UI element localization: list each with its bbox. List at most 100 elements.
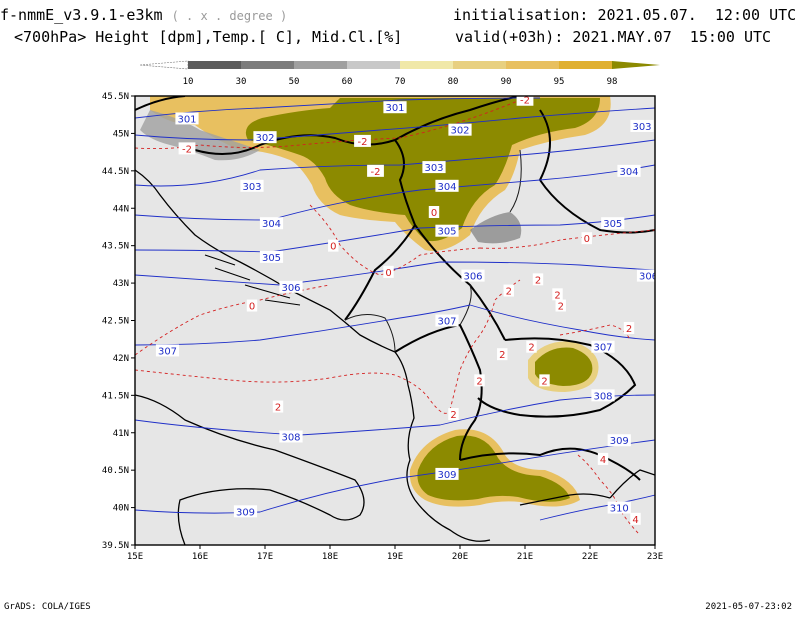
temperature-contour — [135, 369, 451, 414]
temperature-contour-label: -2 — [520, 96, 530, 107]
y-axis: 45.5N 45N 44.5N 44N 43.5N 43N 42.5N 42N 41.5N 41N… — [102, 92, 135, 551]
colorbar-label: 95 — [554, 77, 565, 87]
y-tick-label: 43.5N — [102, 242, 129, 252]
valid-value: 2021.MAY.07 15:00 UTC — [572, 28, 772, 46]
cloud-colorbar: 10 30 50 60 70 80 90 95 98 — [140, 60, 660, 87]
y-tick-label: 45N — [113, 129, 129, 139]
height-label-bg — [617, 164, 641, 177]
model-title: f-nmmE_v3.9.1-e3km ( . x . degree ) — [0, 6, 287, 25]
border-serbia-south — [414, 224, 506, 341]
height-contour-label: 304 — [262, 219, 281, 230]
y-tick-label: 41.5N — [102, 391, 129, 401]
temp-label-bg — [503, 284, 514, 297]
border-montenegro — [344, 314, 396, 353]
init-label: initialisation: — [453, 6, 589, 24]
height-label-bg — [240, 179, 264, 192]
temp-label-bg — [474, 374, 485, 387]
height-contour — [135, 304, 655, 346]
x-tick-label: 23E — [647, 552, 663, 562]
country-borders-thin — [344, 149, 522, 353]
temp-label-bg — [428, 205, 440, 218]
x-tick-label: 20E — [452, 552, 468, 562]
colorbar-swatch — [188, 61, 241, 69]
border-greece-north — [459, 447, 641, 481]
colorbar-label: 30 — [236, 77, 247, 87]
temperature-contour — [309, 204, 481, 276]
grads-credit: GrADS: COLA/IGES — [4, 602, 91, 612]
height-contour-label: 309 — [610, 436, 629, 447]
height-contour-label: 307 — [158, 346, 177, 357]
init-time: initialisation: 2021.05.07. 12:00 UTC — [453, 6, 796, 24]
temperature-contour-label: 2 — [450, 410, 456, 421]
temp-label-bg — [630, 512, 641, 525]
border-kosovo — [459, 284, 472, 326]
italy-adriatic-coast — [135, 394, 365, 545]
temp-label-bg — [383, 265, 394, 278]
height-label-bg — [435, 467, 459, 480]
height-label-bg — [279, 430, 303, 443]
temperature-contour-label: 4 — [600, 455, 606, 466]
temperature-contour-label: 0 — [249, 302, 255, 313]
model-name: f-nmmE_v3.9.1-e3km — [0, 6, 163, 24]
height-label-bg — [233, 505, 258, 518]
height-contour-label: 309 — [236, 507, 255, 518]
temperature-contour-label: 2 — [541, 376, 547, 387]
height-contour-label: 307 — [437, 317, 456, 328]
height-contour — [135, 97, 541, 119]
height-label-bg — [435, 314, 459, 327]
y-tick-label: 44N — [113, 204, 129, 214]
colorbar-label: 60 — [342, 77, 353, 87]
y-tick-label: 40.5N — [102, 466, 129, 476]
colorbar-label: 90 — [501, 77, 512, 87]
height-contour-label: 302 — [450, 126, 469, 137]
x-tick-label: 22E — [582, 552, 598, 562]
temp-label-bg — [623, 321, 635, 334]
colorbar-swatch — [506, 61, 559, 69]
unit-hint: ( . x . degree ) — [171, 9, 288, 23]
colorbar-swatch — [400, 61, 453, 69]
x-tick-label: 18E — [322, 552, 338, 562]
temperature-contour-label: 0 — [431, 208, 437, 219]
colorbar-label: 80 — [448, 77, 459, 87]
colorbar-label: 98 — [607, 77, 618, 87]
temp-label-bg — [597, 452, 609, 465]
height-label-bg — [435, 179, 459, 192]
temperature-contour-label: 2 — [626, 324, 632, 335]
temp-label-bg — [552, 288, 563, 301]
colorbar-swatch — [453, 61, 506, 69]
height-contour-label: 308 — [281, 432, 300, 443]
border-macedonia — [477, 337, 637, 418]
height-contour — [135, 394, 655, 436]
height-contour — [135, 164, 655, 221]
height-contour-label: 309 — [437, 470, 456, 481]
height-label-bg — [636, 269, 655, 282]
height-label-bg — [461, 269, 485, 282]
height-contour-label: 306 — [281, 283, 300, 294]
temperature-contour-label: 2 — [476, 376, 482, 387]
temperature-contour-label: 0 — [584, 234, 590, 245]
temp-label-bg — [246, 299, 258, 312]
island-2 — [214, 267, 251, 281]
height-contour — [135, 107, 655, 141]
temp-label-bg — [532, 273, 544, 286]
temperature-contour-label: 2 — [506, 287, 512, 298]
valid-label: valid(+03h): — [455, 28, 564, 46]
height-contour-label: 308 — [593, 391, 612, 402]
cloud-patch-south-core — [417, 435, 570, 502]
colorbar-label: 70 — [395, 77, 406, 87]
height-label-bg — [448, 123, 472, 136]
height-contour-label: 302 — [255, 133, 274, 144]
height-contour-label: 305 — [437, 227, 456, 238]
x-tick-label: 17E — [257, 552, 273, 562]
colorbar-swatch — [294, 61, 347, 69]
border-inner-1 — [509, 149, 522, 213]
y-tick-label: 42N — [113, 354, 129, 364]
cloud-gray-fringe-west — [140, 110, 260, 161]
temp-label-bg — [448, 408, 459, 421]
temperature-contour-label: 2 — [275, 403, 281, 414]
colorbar-label: 50 — [289, 77, 300, 87]
y-tick-label: 44.5N — [102, 167, 129, 177]
colorbar-swatch — [347, 61, 400, 69]
y-tick-label: 43N — [113, 279, 129, 289]
